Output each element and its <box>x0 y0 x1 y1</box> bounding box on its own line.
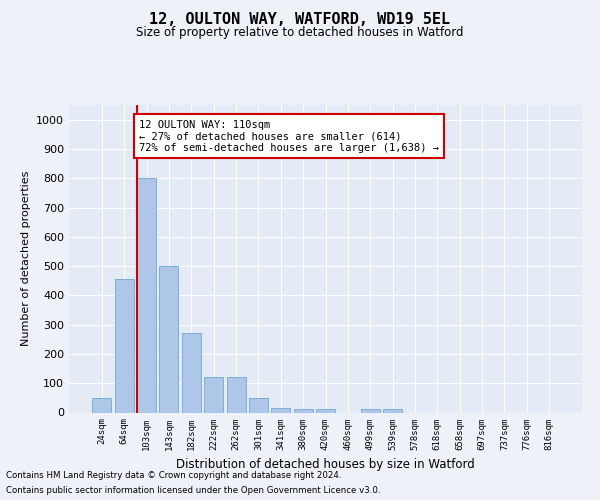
Bar <box>249 398 268 412</box>
Bar <box>383 409 402 412</box>
X-axis label: Distribution of detached houses by size in Watford: Distribution of detached houses by size … <box>176 458 475 471</box>
Text: 12 OULTON WAY: 110sqm
← 27% of detached houses are smaller (614)
72% of semi-det: 12 OULTON WAY: 110sqm ← 27% of detached … <box>139 120 439 153</box>
Text: Contains HM Land Registry data © Crown copyright and database right 2024.: Contains HM Land Registry data © Crown c… <box>6 471 341 480</box>
Y-axis label: Number of detached properties: Number of detached properties <box>20 171 31 346</box>
Bar <box>204 377 223 412</box>
Bar <box>182 334 201 412</box>
Text: 12, OULTON WAY, WATFORD, WD19 5EL: 12, OULTON WAY, WATFORD, WD19 5EL <box>149 12 451 28</box>
Bar <box>227 377 245 412</box>
Bar <box>115 279 134 412</box>
Bar <box>92 398 112 412</box>
Text: Size of property relative to detached houses in Watford: Size of property relative to detached ho… <box>136 26 464 39</box>
Bar <box>361 409 380 412</box>
Bar <box>293 409 313 412</box>
Text: Contains public sector information licensed under the Open Government Licence v3: Contains public sector information licen… <box>6 486 380 495</box>
Bar <box>271 408 290 412</box>
Bar <box>160 266 178 412</box>
Bar <box>316 409 335 412</box>
Bar <box>137 178 156 412</box>
